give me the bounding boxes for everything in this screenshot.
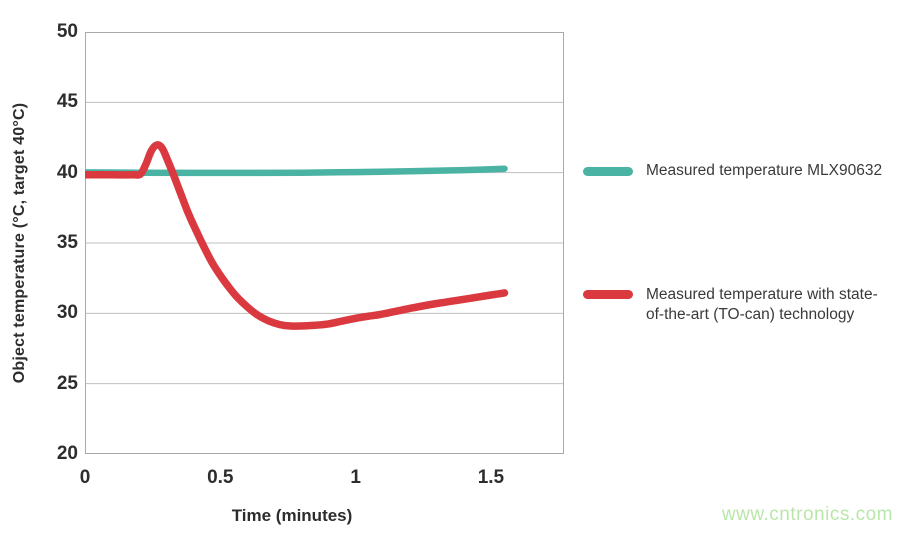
- series-line-0: [85, 165, 508, 177]
- plot-area: [85, 32, 564, 454]
- y-tick-label: 30: [56, 302, 78, 324]
- y-tick-label: 20: [56, 443, 78, 464]
- legend-swatch-mlx90632: [583, 167, 633, 176]
- x-tick-label: 1.5: [477, 467, 505, 488]
- y-tick-label: 45: [56, 91, 78, 113]
- legend-swatch-to-can: [583, 290, 633, 299]
- legend-item-mlx90632: Measured temperature MLX90632: [583, 162, 900, 181]
- x-tick-label: 0: [79, 467, 91, 488]
- y-tick-label: 25: [56, 372, 78, 394]
- legend-label-mlx90632: Measured temperature MLX90632: [646, 162, 883, 179]
- legend-label-to-can: Measured temperature with state- of-the-…: [646, 286, 878, 323]
- series-line-1: [85, 141, 509, 330]
- y-axis-title: Object temperature (°C, target 40°C): [11, 102, 28, 384]
- x-axis-title: Time (minutes): [231, 506, 353, 525]
- x-tick-label: 1: [350, 467, 361, 488]
- y-tick-label: 35: [56, 232, 78, 253]
- watermark: www.cntronics.com: [721, 504, 893, 525]
- legend-item-to-can: Measured temperature with state- of-the-…: [583, 286, 900, 325]
- plot-border: [85, 32, 564, 454]
- x-tick-label: 0.5: [207, 467, 234, 488]
- y-tick-label: 40: [56, 161, 78, 183]
- y-tick-label: 50: [56, 21, 78, 42]
